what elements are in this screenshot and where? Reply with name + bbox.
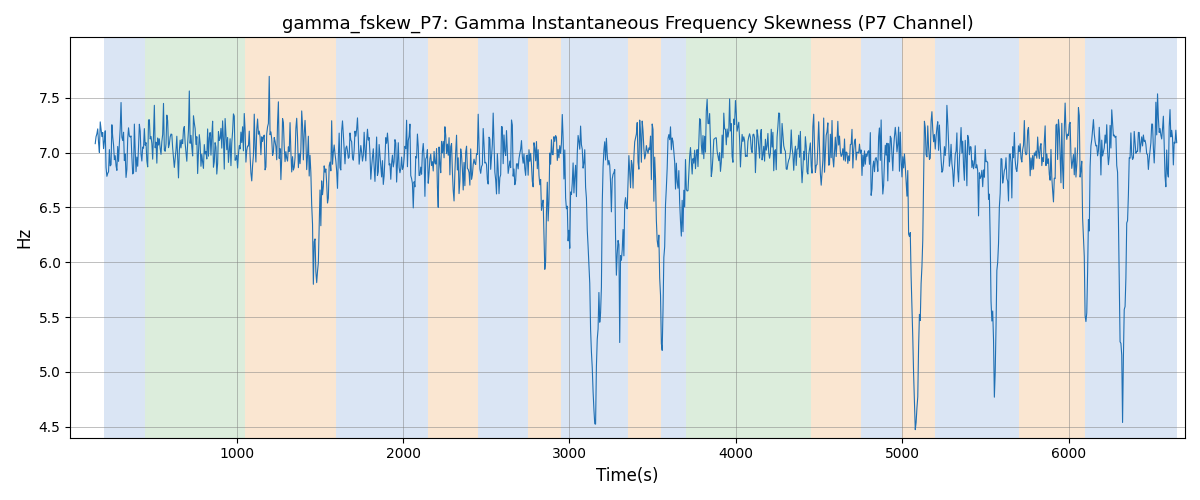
- Bar: [145, 38, 245, 438]
- Bar: [628, 38, 661, 438]
- Bar: [103, 38, 145, 438]
- Bar: [528, 38, 562, 438]
- Bar: [936, 38, 1019, 438]
- Title: gamma_fskew_P7: Gamma Instantaneous Frequency Skewness (P7 Channel): gamma_fskew_P7: Gamma Instantaneous Freq…: [282, 15, 973, 34]
- Bar: [860, 38, 902, 438]
- Bar: [1019, 38, 1085, 438]
- Bar: [811, 38, 860, 438]
- Bar: [710, 38, 811, 438]
- Bar: [336, 38, 428, 438]
- Bar: [902, 38, 936, 438]
- Bar: [245, 38, 336, 438]
- Bar: [478, 38, 528, 438]
- Bar: [562, 38, 628, 438]
- X-axis label: Time(s): Time(s): [596, 467, 659, 485]
- Bar: [686, 38, 710, 438]
- Bar: [1085, 38, 1177, 438]
- Bar: [428, 38, 478, 438]
- Bar: [661, 38, 686, 438]
- Y-axis label: Hz: Hz: [16, 227, 34, 248]
